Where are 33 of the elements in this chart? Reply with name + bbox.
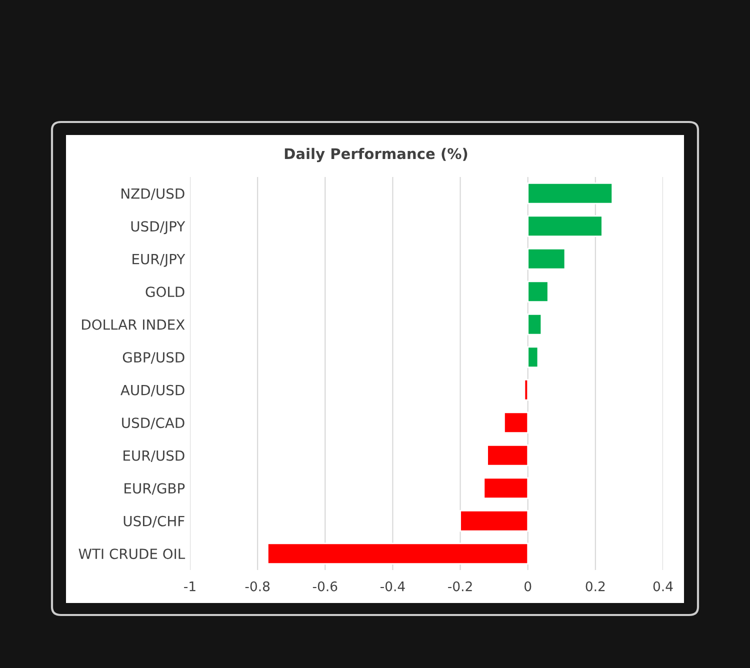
- y-tick-label: EUR/JPY: [132, 254, 186, 267]
- x-tick-label: 0: [524, 581, 532, 592]
- bar: [527, 346, 539, 368]
- y-tick-label: WTI CRUDE OIL: [78, 548, 186, 560]
- x-tick-label: 0.4: [653, 581, 673, 592]
- y-tick-label: GBP/USD: [122, 352, 184, 364]
- y-tick-label: NZD/USD: [122, 188, 184, 200]
- x-tick-label: -0.2: [448, 581, 472, 592]
- x-tick-label: -0.6: [312, 581, 338, 592]
- bar: [527, 182, 614, 204]
- y-tick-label: DOLLAR INDEX: [82, 319, 185, 330]
- bar: [527, 314, 542, 336]
- y-tick-label: USD/CAD: [122, 418, 184, 430]
- x-tick-label: -0.4: [380, 581, 405, 592]
- bar: [504, 412, 529, 434]
- x-tick-label: 0.2: [586, 581, 605, 592]
- x-tick-label: -0.8: [245, 581, 270, 592]
- y-tick-label: USD/JPY: [131, 221, 186, 234]
- bar: [267, 542, 529, 564]
- bar: [483, 477, 529, 499]
- chart-title: Daily Performance (%): [284, 148, 468, 162]
- bar: [524, 379, 529, 401]
- bar: [527, 215, 603, 237]
- y-tick-label: EUR/GBP: [124, 483, 185, 495]
- y-tick-label: EUR/USD: [124, 450, 184, 462]
- bar: [527, 248, 566, 270]
- bar: [527, 280, 549, 302]
- x-tick-label: -1: [184, 582, 196, 592]
- y-tick-label: USD/CHF: [124, 516, 184, 528]
- bar: [486, 444, 529, 466]
- y-tick-label: GOLD: [146, 286, 184, 298]
- y-tick-label: AUD/USD: [120, 384, 184, 396]
- bar: [460, 510, 529, 532]
